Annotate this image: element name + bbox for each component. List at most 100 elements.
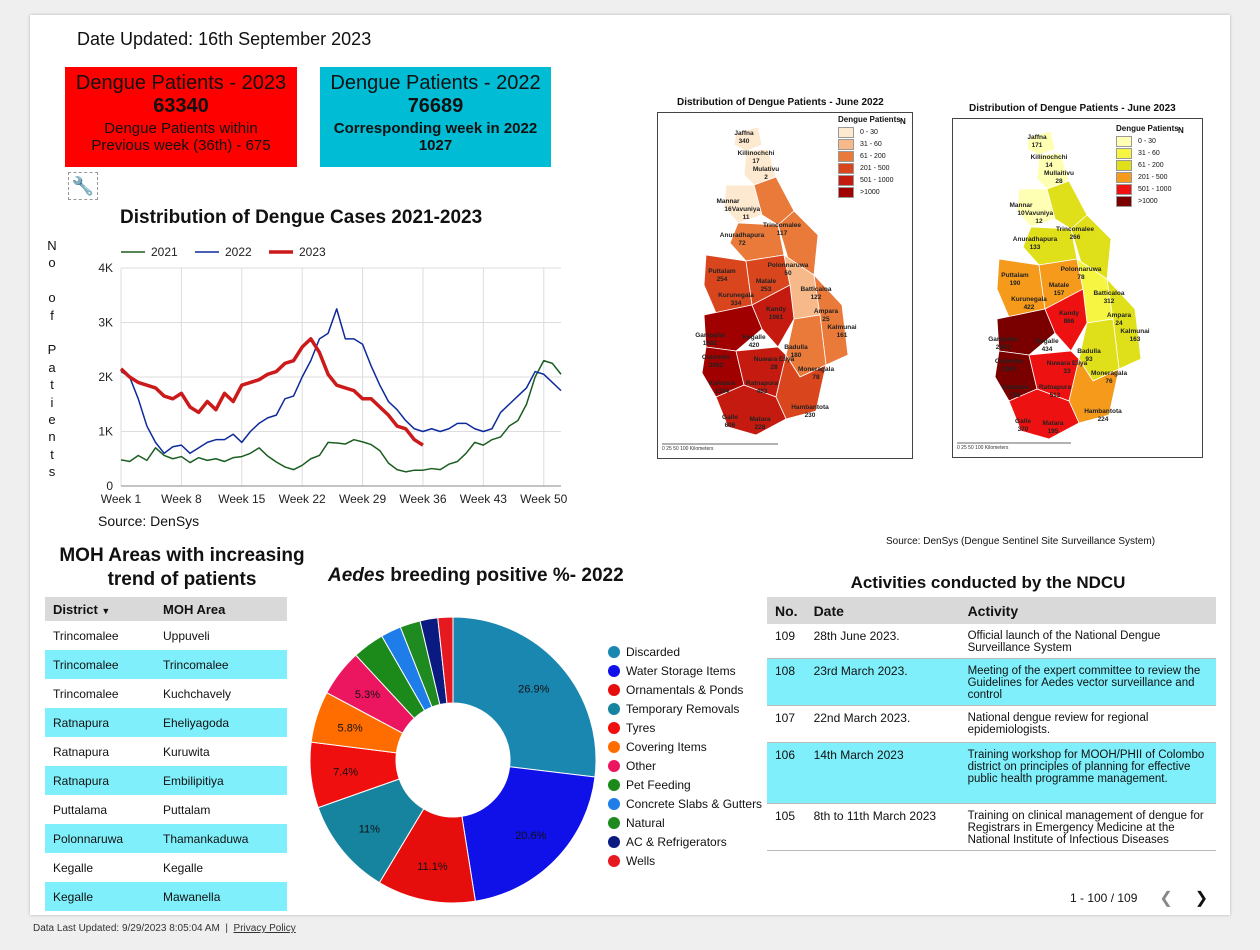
activity-date: 23rd March 2023. — [805, 658, 960, 706]
ylabel-char: N — [47, 238, 57, 253]
activity-row[interactable]: 106 14th March 2023 Training workshop for … — [767, 742, 1216, 804]
legend-dot — [608, 664, 620, 677]
donut-legend-item[interactable]: Other — [608, 756, 762, 775]
act-col-activity[interactable]: Activity — [959, 597, 1216, 624]
ylabel-char: i — [50, 394, 54, 410]
moh-row[interactable]: Ratnapura Eheliyagoda — [45, 708, 287, 737]
donut-legend-item[interactable]: Temporary Removals — [608, 699, 762, 718]
legend-swatch — [838, 162, 854, 174]
district-value: 78 — [1077, 274, 1085, 281]
district-value: 195 — [1048, 428, 1059, 435]
district-value: 726 — [1010, 392, 1021, 399]
legend-item: 0 - 30 — [838, 126, 901, 138]
donut-legend-item[interactable]: Pet Feeding — [608, 775, 762, 794]
act-col-date[interactable]: Date — [805, 597, 960, 624]
district-name: Jaffna — [1027, 134, 1047, 141]
moh-row[interactable]: Kegalle Mawanella — [45, 882, 287, 911]
moh-row[interactable]: Kegalle Kegalle — [45, 853, 287, 882]
privacy-policy-link[interactable]: Privacy Policy — [233, 923, 296, 934]
district-value: 606 — [725, 422, 736, 429]
district-region — [703, 254, 753, 314]
moh-col-district[interactable]: District ▼ — [45, 597, 155, 621]
district-region — [733, 126, 763, 152]
district-value: 312 — [1104, 298, 1115, 305]
footer-updated: Data Last Updated: 9/29/2023 8:05:04 AM — [33, 923, 220, 934]
chevron-left-icon[interactable]: ❮ — [1159, 890, 1173, 907]
activity-row[interactable]: 107 22nd March 2023. National dengue revie… — [767, 705, 1216, 743]
activity-row[interactable]: 109 28th June 2023. Official launch of the… — [767, 624, 1216, 659]
north-arrow-icon: N — [1178, 126, 1184, 135]
moh-row[interactable]: Trincomalee Trincomalee — [45, 650, 287, 679]
district-name: Mannar — [1009, 202, 1033, 209]
donut-legend-item[interactable]: Discarded — [608, 642, 762, 661]
moh-col-area[interactable]: MOH Area — [155, 597, 287, 621]
y-tick-label: 2K — [98, 370, 113, 384]
activity-no: 107 — [767, 705, 806, 743]
moh-cell-district: Ratnapura — [53, 744, 110, 759]
district-value: 33 — [1063, 368, 1071, 375]
moh-title-line2: trend of patients — [107, 569, 257, 590]
legend-swatch — [838, 126, 854, 138]
moh-row[interactable]: Trincomalee Kuchchavely — [45, 679, 287, 708]
donut-legend-item[interactable]: Tyres — [608, 718, 762, 737]
moh-cell-area: Trincomalee — [155, 650, 287, 679]
district-value: 3362 — [709, 362, 724, 369]
moh-row[interactable]: Ratnapura Embilipitiya — [45, 766, 287, 795]
district-value: 190 — [1010, 280, 1021, 287]
map-2022-legend: Dengue Patients 0 - 30 31 - 60 61 - 200 201 … — [838, 115, 906, 198]
kpi-card-2023: Dengue Patients - 2023 63340 Dengue Pati… — [65, 67, 297, 167]
legend-item: 61 - 200 — [1116, 159, 1179, 171]
district-name: Vavuniya — [732, 206, 761, 213]
district-name: Puttalam — [708, 268, 736, 275]
donut-legend-item[interactable]: Water Storage Items — [608, 661, 762, 680]
moh-row[interactable]: Trincomalee Uppuveli — [45, 621, 287, 650]
moh-row[interactable]: Puttalama Puttalam — [45, 795, 287, 824]
x-tick-label: Week 50 — [520, 492, 567, 506]
activity-desc: Meeting of the expert committee to revie… — [959, 658, 1216, 706]
act-col-no[interactable]: No. — [767, 597, 806, 624]
moh-cell-district: Trincomalee — [53, 686, 119, 701]
legend-swatch — [838, 186, 854, 198]
district-name: Gampaha — [988, 336, 1018, 343]
moh-cell-area: Kegalle — [163, 860, 204, 875]
legend-label: Covering Items — [626, 739, 707, 754]
activity-row[interactable]: 105 8th to 11th March 2023 Training on cli… — [767, 803, 1216, 851]
donut-legend-item[interactable]: Covering Items — [608, 737, 762, 756]
donut-legend-item[interactable]: Concrete Slabs & Gutters — [608, 794, 762, 813]
ylabel-char: s — [48, 464, 56, 480]
series-line-2021 — [120, 359, 562, 473]
moh-row[interactable]: Polonnaruwa Thamankaduwa — [45, 824, 287, 853]
donut-legend-item[interactable]: AC & Refrigerators — [608, 832, 762, 851]
district-value: 157 — [1054, 290, 1065, 297]
legend-label: Wells — [626, 853, 656, 868]
district-name: Batticaloa — [1093, 290, 1124, 297]
district-value: 422 — [1024, 304, 1035, 311]
moh-cell-district: Ratnapura — [45, 708, 155, 737]
donut-data-label: 11.1% — [417, 861, 448, 873]
legend-swatch — [1116, 171, 1132, 183]
wrench-icon[interactable]: 🔧 — [68, 172, 98, 200]
district-value: 224 — [1098, 416, 1109, 423]
moh-cell-area: Thamankaduwa — [155, 824, 287, 853]
sort-down-icon[interactable]: ▼ — [101, 605, 111, 616]
activity-row[interactable]: 108 23rd March 2023. Meeting of the expert… — [767, 658, 1216, 706]
activity-date: 8th to 11th March 2023 — [805, 803, 960, 851]
line-chart-source: Source: DenSys — [98, 513, 200, 529]
donut-legend-item[interactable]: Ornamentals & Ponds — [608, 680, 762, 699]
legend-label: Natural — [626, 815, 665, 830]
district-value: 24 — [1115, 320, 1123, 327]
moh-row[interactable]: Ratnapura Kuruwita — [45, 737, 287, 766]
district-name: Ampara — [1107, 312, 1132, 319]
donut-legend-item[interactable]: Natural — [608, 813, 762, 832]
legend-item: 61 - 200 — [838, 150, 901, 162]
legend-label: 501 - 1000 — [860, 176, 894, 184]
kpi-card-2022: Dengue Patients - 2022 76689 Correspondi… — [320, 67, 551, 167]
district-value: 161 — [837, 332, 848, 339]
district-name: Ampara — [814, 308, 839, 315]
ylabel-char: t — [50, 377, 54, 393]
moh-cell-area: Uppuveli — [163, 628, 210, 643]
legend-item: 31 - 60 — [1116, 147, 1179, 159]
donut-legend-item[interactable]: Wells — [608, 851, 762, 870]
map-2022: Jaffna 340 Killinochchi 17 Mulativu 2 Mannar 16… — [657, 112, 913, 459]
chevron-right-icon[interactable]: ❯ — [1194, 890, 1209, 907]
